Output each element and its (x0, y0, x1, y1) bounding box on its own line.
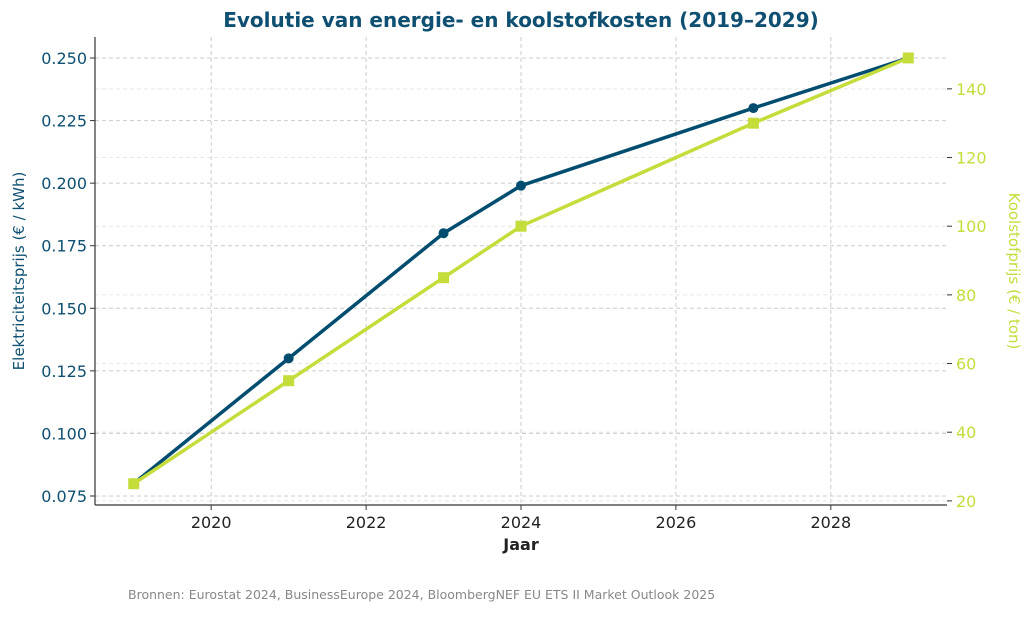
y-axis-left-label: Elektriciteitsprijs (€ / kWh) (10, 172, 28, 371)
y-tick-label-left: 0.150 (41, 299, 87, 318)
carbon-series-line (132, 56, 909, 486)
electricity-data-point (516, 180, 526, 191)
carbon-data-point (902, 52, 914, 64)
x-tick-label: 2024 (501, 513, 542, 532)
carbon-data-point (128, 478, 140, 490)
carbon-data-point (438, 272, 450, 284)
y-tick-label-left: 0.200 (41, 174, 87, 193)
y-tick-label-right: 140 (956, 80, 987, 99)
y-tick-label-right: 60 (956, 355, 976, 374)
x-tick-label: 2022 (346, 513, 387, 532)
electricity-series-line (132, 56, 909, 485)
carbon-data-point (747, 117, 759, 129)
x-axis-label: Jaar (502, 535, 539, 554)
y-tick-label-right: 120 (956, 149, 987, 168)
x-tick-label: 2028 (810, 513, 851, 532)
y-tick-label-left: 0.225 (41, 112, 87, 131)
x-tick-label: 2026 (656, 513, 697, 532)
y-tick-label-right: 100 (956, 217, 987, 236)
y-tick-label-left: 0.075 (41, 487, 87, 506)
y-axis-right-label: Koolstofprijs (€ / ton) (1005, 193, 1023, 350)
electricity-data-point (438, 228, 449, 239)
carbon-data-point (515, 220, 527, 232)
carbon-data-point (283, 375, 295, 387)
source-note: Bronnen: Eurostat 2024, BusinessEurope 2… (128, 587, 715, 602)
x-tick-label: 2020 (191, 513, 232, 532)
y-tick-label-left: 0.125 (41, 362, 87, 381)
electricity-data-point (283, 353, 294, 364)
y-tick-label-right: 20 (956, 492, 976, 511)
y-tick-label-left: 0.175 (41, 237, 87, 256)
y-tick-label-left: 0.100 (41, 424, 87, 443)
y-tick-label-right: 40 (956, 423, 976, 442)
chart-title: Evolutie van energie- en koolstofkosten … (223, 8, 819, 32)
y-tick-label-right: 80 (956, 286, 976, 305)
y-tick-label-left: 0.250 (41, 49, 87, 68)
electricity-data-point (748, 103, 759, 114)
